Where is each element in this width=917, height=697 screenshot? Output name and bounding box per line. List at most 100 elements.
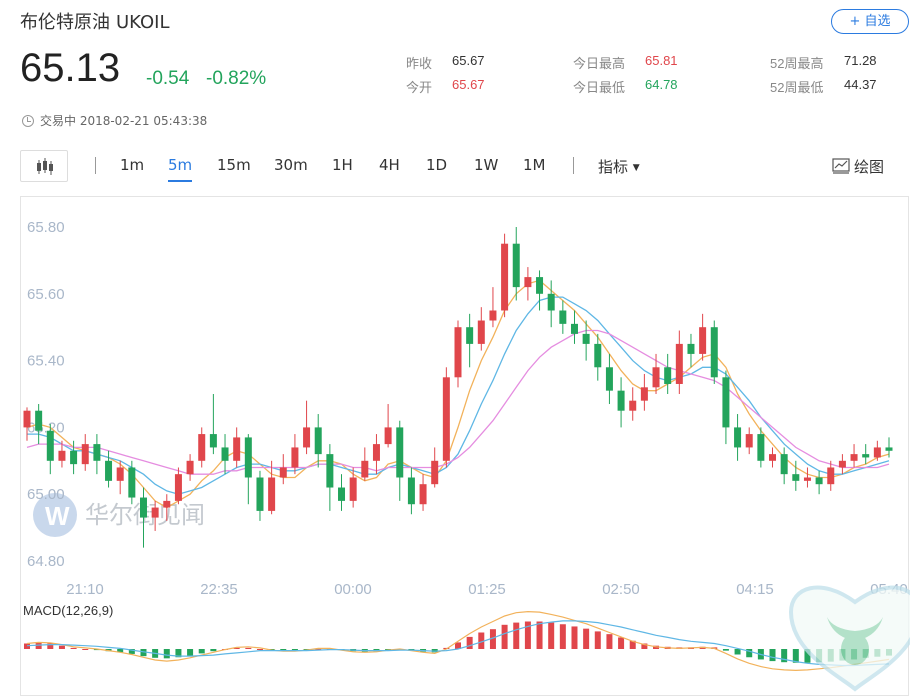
tab-1d[interactable]: 1D [426,156,448,174]
macd-bar [513,622,520,649]
tab-1mo[interactable]: 1M [523,156,546,174]
y-tick-label: 65.80 [27,219,65,236]
macd-bar [629,640,636,649]
tab-5m[interactable]: 5m [168,156,193,182]
stat-day-low: 今日最低 64.78 [573,77,678,96]
candle-body [233,437,241,461]
draw-button[interactable]: 绘图 [832,156,884,177]
candle-body [396,427,404,478]
candle-body [838,460,846,468]
ma-slow-line [26,329,890,475]
stat-label: 今日最高 [573,56,626,71]
ma-fast-line [26,279,890,509]
add-watchlist-button[interactable]: + 自选 [831,9,909,34]
candle-body [23,410,31,428]
x-tick-label: 02:50 [602,581,640,598]
candle-body [151,507,159,518]
macd-bar [722,649,729,651]
stat-label: 今日最低 [573,80,626,95]
macd-bar [47,643,54,649]
candle-body [803,477,811,481]
candle-body [174,474,182,501]
macd-bar [734,649,741,655]
candle-body [186,460,194,475]
tab-1m[interactable]: 1m [120,156,145,174]
candle-body [419,484,427,505]
candle-body [745,434,753,448]
stat-open: 今开 65.67 [406,77,485,96]
ma-mid-line [27,296,890,495]
candle-body [687,343,695,354]
candle-body [827,467,835,485]
x-tick-label: 22:35 [200,581,238,598]
candle-body [734,427,742,448]
candle-body [303,427,311,448]
stat-label: 52周最低 [770,80,824,95]
stat-value: 64.78 [645,77,678,92]
tab-1h[interactable]: 1H [332,156,353,174]
macd-bar [559,624,566,649]
candlestick-icon [37,158,53,175]
candle-body [326,454,334,488]
candle-body [524,277,532,288]
clock-icon [22,115,34,127]
indicator-dropdown[interactable]: 指标 ▼ [598,156,640,177]
macd-bar [187,649,194,656]
macd-bar [70,647,77,649]
y-tick-label: 65.00 [27,486,65,503]
candle-body [442,377,450,461]
macd-bar [606,634,613,649]
candle-body [431,460,439,485]
macd-bar [128,649,135,654]
macd-bar [256,649,263,650]
candle-body [128,467,136,498]
candle-body [466,327,474,344]
candle-body [105,460,113,481]
macd-bar [548,622,555,649]
stat-value: 65.67 [452,77,485,92]
tab-1w[interactable]: 1W [474,156,499,174]
price-change-percent: -0.82% [206,68,267,89]
candle-body [815,477,823,485]
candle-body [664,367,672,384]
candle-body [605,367,613,391]
watermark-logo-icon: W [45,501,70,531]
candle-body [268,477,276,511]
candle-body [862,454,870,458]
candle-body [163,500,171,508]
candle-body [640,387,648,401]
toolbar-divider [573,157,574,174]
macd-bar [571,626,578,649]
candle-body [279,467,287,478]
candle-body [710,327,718,378]
macd-bar [233,647,240,649]
macd-label: MACD(12,26,9) [23,603,113,618]
x-tick-label: 04:15 [736,581,774,598]
caret-down-icon: ▼ [632,163,640,173]
macd-bar [245,647,252,649]
candle-body [372,444,380,461]
chart-type-button[interactable] [20,150,68,182]
macd-bar [746,649,753,658]
candle-body [850,454,858,461]
candle-body [547,293,555,311]
draw-chart-icon [832,158,850,174]
tab-30m[interactable]: 30m [274,156,308,174]
candle-body [757,434,765,461]
candle-body [536,277,544,294]
candle-body [582,333,590,344]
candle-body [407,477,415,505]
tab-15m[interactable]: 15m [217,156,251,174]
candle-body [559,310,567,324]
candle-body [512,243,520,288]
tab-4h[interactable]: 4H [379,156,400,174]
candle-body [361,460,369,478]
draw-label: 绘图 [854,158,885,176]
macd-bar [618,637,625,649]
candle-body [454,327,462,378]
macd-bar [466,636,473,649]
macd-bar [58,645,65,649]
y-tick-label: 65.40 [27,353,65,370]
